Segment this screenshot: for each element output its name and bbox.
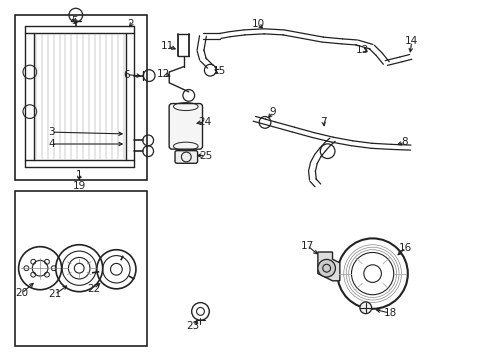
Polygon shape	[317, 252, 339, 281]
Text: 9: 9	[269, 107, 276, 117]
Text: 18: 18	[383, 308, 396, 318]
Text: 15: 15	[212, 66, 225, 76]
Text: 1: 1	[76, 170, 82, 180]
Text: 17: 17	[300, 240, 313, 251]
Text: 13: 13	[355, 45, 369, 55]
Text: 20: 20	[15, 288, 28, 298]
Text: 16: 16	[398, 243, 412, 253]
Text: 4: 4	[48, 139, 55, 149]
Text: 10: 10	[251, 19, 264, 30]
Text: 23: 23	[186, 321, 200, 331]
Text: 21: 21	[48, 289, 61, 300]
Text: 19: 19	[72, 181, 86, 191]
Text: 2: 2	[127, 19, 134, 30]
Text: 7: 7	[320, 117, 326, 127]
Text: 11: 11	[160, 41, 174, 51]
Text: 5: 5	[71, 15, 78, 26]
Text: 24: 24	[197, 117, 211, 127]
Circle shape	[317, 260, 335, 277]
Text: 6: 6	[122, 69, 129, 80]
FancyBboxPatch shape	[175, 150, 197, 163]
Text: 3: 3	[48, 127, 55, 137]
FancyBboxPatch shape	[169, 104, 202, 149]
Text: 14: 14	[404, 36, 418, 46]
Bar	[15, 15, 146, 180]
Text: 22: 22	[87, 284, 101, 294]
Text: 8: 8	[401, 137, 407, 147]
Bar	[15, 191, 146, 346]
Text: 12: 12	[157, 69, 170, 79]
Circle shape	[359, 302, 371, 314]
Text: 25: 25	[198, 150, 212, 161]
